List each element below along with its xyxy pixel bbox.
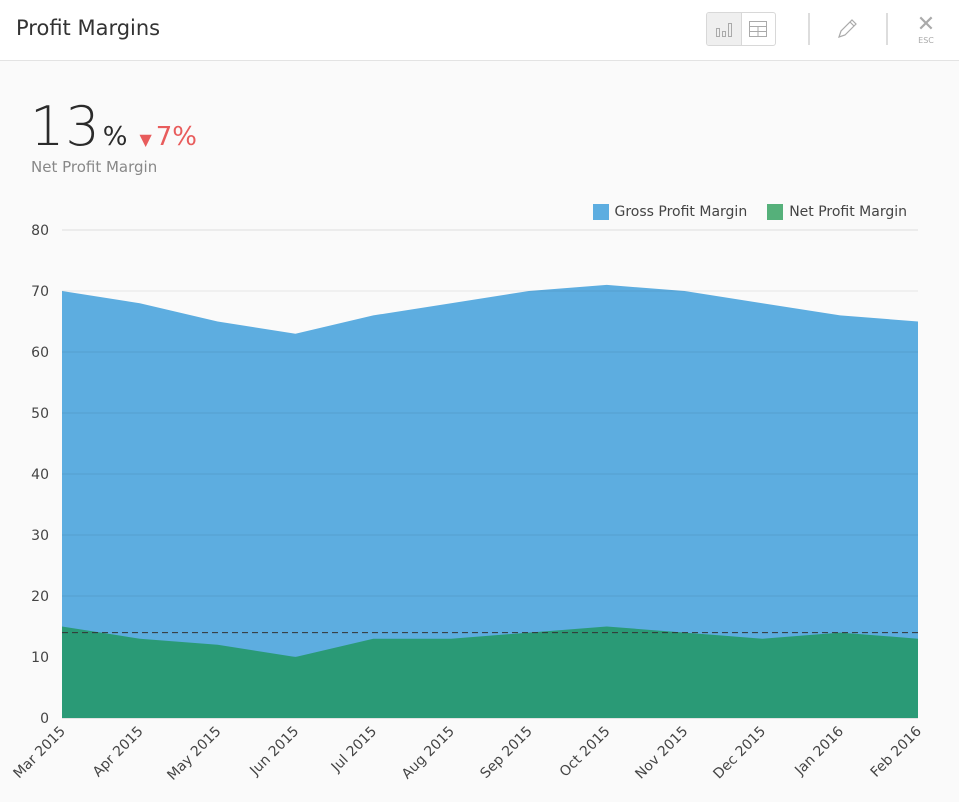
legend: Gross Profit Margin Net Profit Margin	[592, 204, 907, 220]
pencil-icon[interactable]	[836, 18, 858, 40]
x-tick-label: Apr 2015	[90, 724, 147, 781]
x-tick-label: Oct 2015	[557, 724, 614, 781]
kpi-unit: %	[102, 122, 128, 152]
divider	[886, 13, 888, 45]
table-view-button[interactable]	[742, 13, 776, 45]
legend-item-gross[interactable]: Gross Profit Margin	[592, 204, 748, 220]
net-margin-area	[62, 626, 918, 718]
gross-margin-area	[62, 284, 918, 718]
y-tick-label: 40	[31, 467, 49, 483]
close-icon: ✕	[916, 12, 936, 37]
y-tick-label: 70	[31, 284, 49, 300]
kpi-delta-value: 7%	[155, 122, 197, 152]
x-tick-label: Nov 2015	[632, 724, 691, 783]
close-button[interactable]: ✕ ESC	[914, 12, 938, 46]
legend-swatch	[592, 204, 609, 220]
y-tick-label: 10	[31, 650, 49, 666]
x-tick-label: Jun 2015	[246, 724, 302, 780]
table-icon	[749, 21, 768, 37]
x-tick-label: Feb 2016	[868, 723, 925, 780]
x-tick-label: Jul 2015	[328, 724, 380, 776]
x-tick-label: Sep 2015	[477, 724, 535, 782]
legend-label: Gross Profit Margin	[614, 204, 748, 220]
view-toggle	[706, 12, 776, 46]
kpi-delta: ▼ 7%	[139, 122, 197, 152]
bar-chart-icon	[715, 23, 732, 37]
legend-item-net[interactable]: Net Profit Margin	[767, 204, 907, 220]
x-tick-label: May 2015	[164, 724, 224, 784]
y-tick-label: 30	[31, 528, 49, 544]
y-tick-label: 20	[31, 589, 49, 605]
kpi-label: Net Profit Margin	[31, 158, 158, 176]
kpi: 13 % ▼ 7%	[30, 95, 197, 158]
divider	[808, 13, 810, 45]
legend-swatch	[767, 204, 784, 220]
legend-label: Net Profit Margin	[789, 204, 907, 220]
x-tick-label: Dec 2015	[710, 724, 769, 783]
x-tick-label: Aug 2015	[399, 724, 458, 783]
header: Profit Margins ✕ ESC	[0, 0, 959, 61]
x-tick-label: Mar 2015	[10, 724, 68, 782]
y-tick-label: 80	[31, 223, 49, 239]
y-tick-label: 60	[31, 345, 49, 361]
y-tick-label: 50	[31, 406, 49, 422]
kpi-value: 13	[30, 95, 101, 158]
x-tick-label: Jan 2016	[791, 723, 847, 779]
page-title: Profit Margins	[16, 16, 161, 40]
chart-view-button[interactable]	[707, 13, 742, 45]
esc-label: ESC	[918, 36, 934, 45]
down-triangle-icon: ▼	[139, 130, 152, 149]
y-tick-label: 0	[40, 711, 49, 727]
